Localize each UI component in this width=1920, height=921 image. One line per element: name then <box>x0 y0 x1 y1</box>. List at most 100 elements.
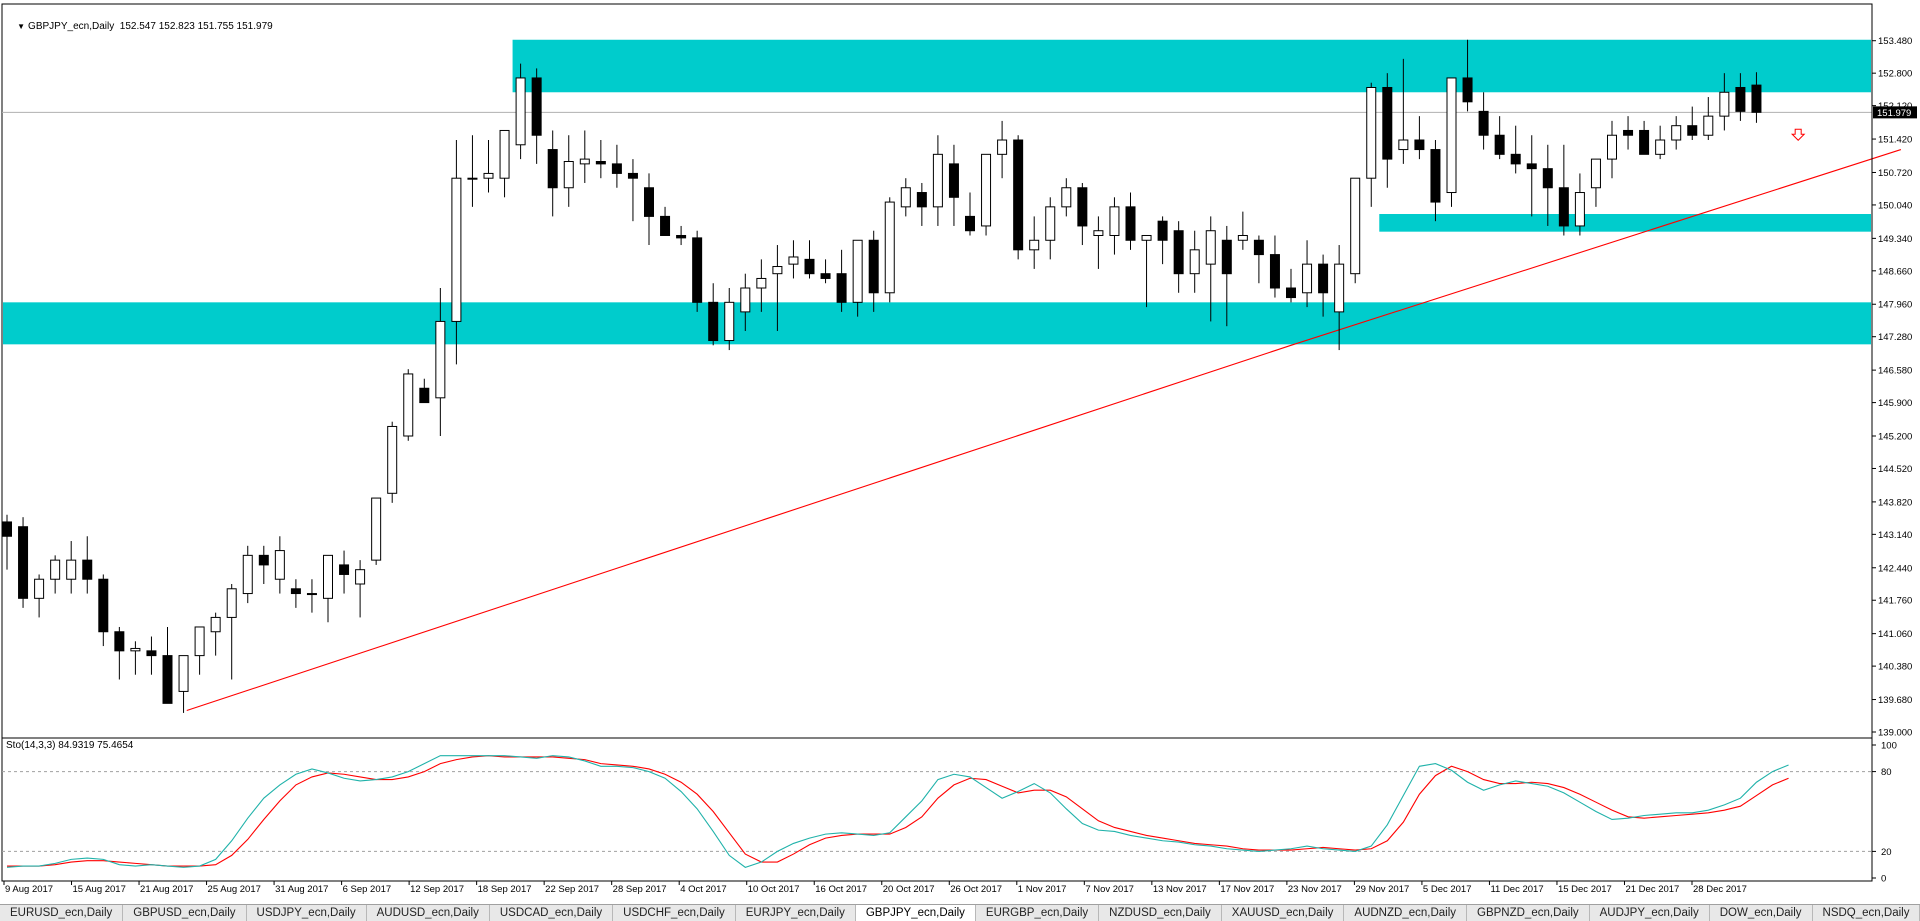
tab-nsdq-ecn[interactable]: NSDQ_ecn,Daily <box>1812 905 1920 921</box>
bear-candle <box>676 234 687 239</box>
bear-candle <box>146 650 157 657</box>
tab-usdchf-ecn[interactable]: USDCHF_ecn,Daily <box>613 905 736 921</box>
bull-candle <box>242 554 253 595</box>
bear-candle <box>258 554 269 566</box>
bear-candle <box>1125 206 1136 241</box>
bear-candle <box>1542 168 1553 189</box>
bear-candle <box>868 239 879 294</box>
bull-candle <box>579 158 590 165</box>
bull-candle <box>900 187 911 208</box>
bull-candle <box>467 177 478 180</box>
resistance-zone <box>512 39 1872 93</box>
tab-gbpusd-ecn[interactable]: GBPUSD_ecn,Daily <box>123 905 247 921</box>
tab-gbpnzd-ecn[interactable]: GBPNZD_ecn,Daily <box>1467 905 1590 921</box>
price-pane-frame <box>1 3 1873 739</box>
bear-candle <box>804 258 815 275</box>
bull-candle <box>1446 77 1457 194</box>
tab-usdcad-ecn[interactable]: USDCAD_ecn,Daily <box>489 905 614 921</box>
date-tick-label: 31 Aug 2017 <box>275 884 328 895</box>
tab-eurjpy-ecn[interactable]: EURJPY_ecn,Daily <box>735 905 856 921</box>
bull-candle <box>130 647 141 652</box>
date-tick-label: 18 Sep 2017 <box>478 884 532 895</box>
bear-candle <box>660 215 671 236</box>
bear-candle <box>1462 77 1473 103</box>
tab-audnzd-ecn[interactable]: AUDNZD_ecn,Daily <box>1344 905 1468 921</box>
stochastic-main-line <box>6 755 1789 868</box>
tab-eurgbp-ecn[interactable]: EURGBP_ecn,Daily <box>975 905 1100 921</box>
tab-dow-ecn[interactable]: DOW_ecn,Daily <box>1709 905 1813 921</box>
tab-nzdusd-ecn[interactable]: NZDUSD_ecn,Daily <box>1099 905 1222 921</box>
price-tick-label: 141.060 <box>1878 629 1912 640</box>
date-tick-label: 5 Dec 2017 <box>1423 884 1472 895</box>
support-zone-main <box>3 302 1871 345</box>
chart-tab-bar: EURUSD_ecn,Daily GBPUSD_ecn,Daily USDJPY_e… <box>0 904 1920 921</box>
bear-candle <box>708 301 719 342</box>
trendline[interactable] <box>186 149 1902 712</box>
bull-candle <box>483 172 494 179</box>
bear-candle <box>1269 254 1280 289</box>
date-tick-label: 25 Aug 2017 <box>208 884 261 895</box>
bear-candle <box>339 564 350 575</box>
sell-arrow-icon <box>1790 128 1806 141</box>
bull-candle <box>1334 263 1345 313</box>
bear-candle <box>836 273 847 303</box>
ohlc-values: 152.547 152.823 151.755 151.979 <box>119 21 273 32</box>
date-tick-label: 13 Nov 2017 <box>1153 884 1207 895</box>
bear-candle <box>1286 287 1296 299</box>
date-tick-label: 26 Oct 2017 <box>950 884 1002 895</box>
date-tick-label: 20 Oct 2017 <box>883 884 935 895</box>
stochastic-tick-label: 80 <box>1881 767 1892 778</box>
bear-candle <box>948 163 959 198</box>
tab-audjpy-ecn[interactable]: AUDJPY_ecn,Daily <box>1589 905 1710 921</box>
tab-xauusd-ecn[interactable]: XAUUSD_ecn,Daily <box>1221 905 1345 921</box>
bull-candle <box>1655 139 1666 155</box>
bull-candle <box>884 201 895 294</box>
bull-candle <box>34 578 45 599</box>
tab-gbpjpy-ecn[interactable]: GBPJPY_ecn,Daily <box>855 905 976 921</box>
bull-candle <box>1093 230 1104 236</box>
bull-candle <box>1574 192 1585 227</box>
bear-candle <box>595 160 606 165</box>
tab-usdjpy-ecn[interactable]: USDJPY_ecn,Daily <box>246 905 367 921</box>
price-tick-label: 146.580 <box>1878 366 1912 377</box>
bull-candle <box>997 139 1008 155</box>
bull-candle <box>355 569 366 585</box>
bull-candle <box>435 320 446 399</box>
bear-candle <box>82 559 93 580</box>
bull-candle <box>772 266 783 275</box>
bear-candle <box>916 192 927 208</box>
tab-eurusd-ecn[interactable]: EURUSD_ecn,Daily <box>0 905 124 921</box>
bull-candle <box>1029 239 1040 251</box>
price-tick-label: 142.440 <box>1878 563 1912 574</box>
bear-candle <box>820 273 831 279</box>
collapse-triangle-icon[interactable]: ▼ <box>17 22 26 31</box>
bull-candle <box>451 177 462 322</box>
bull-candle <box>194 626 205 657</box>
stochastic-title: Sto(14,3,3) 84.9319 75.4654 <box>6 740 134 751</box>
price-tick-label: 143.820 <box>1878 497 1912 508</box>
stochastic-tick-label: 0 <box>1881 874 1886 885</box>
bear-candle <box>1253 239 1264 256</box>
bear-candle <box>18 526 29 599</box>
date-tick-label: 4 Oct 2017 <box>680 884 726 895</box>
bear-candle <box>2 521 12 537</box>
price-tick-label: 144.520 <box>1878 464 1912 475</box>
bull-candle <box>1607 134 1617 160</box>
bear-candle <box>1173 230 1184 275</box>
bear-candle <box>1478 110 1489 136</box>
bear-candle <box>531 77 542 136</box>
bull-candle <box>323 554 333 599</box>
bull-candle <box>1366 86 1377 179</box>
stochastic-signal-line <box>7 755 1789 867</box>
bull-candle <box>740 287 751 313</box>
date-tick-label: 21 Aug 2017 <box>140 884 193 895</box>
bull-candle <box>274 550 285 580</box>
bull-candle <box>1189 249 1200 275</box>
bear-candle <box>611 163 622 174</box>
tab-audusd-ecn[interactable]: AUDUSD_ecn,Daily <box>366 905 490 921</box>
price-tick-label: 150.720 <box>1878 168 1912 179</box>
symbol-title: GBPJPY_ecn,Daily <box>28 21 115 32</box>
bear-candle <box>98 578 109 633</box>
